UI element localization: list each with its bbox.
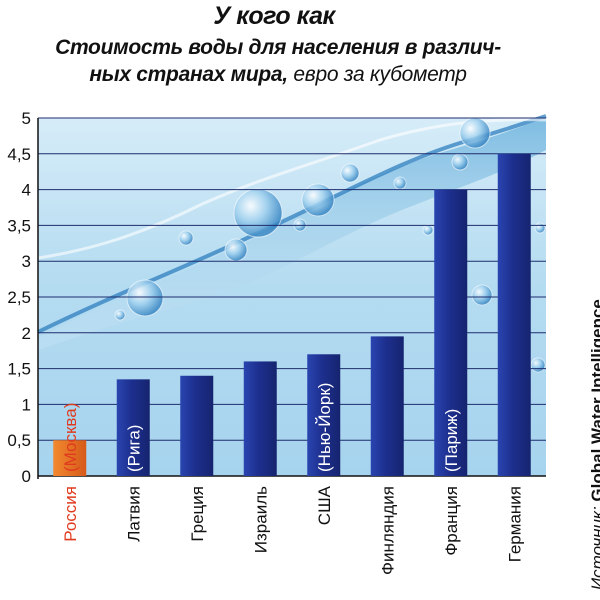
category-label: Россия [61,486,80,542]
chart-title: У кого как [213,2,335,30]
subtitle-line-2-text: ных странах мира, [89,63,288,86]
bar-annotation: (Москва) [61,403,80,472]
y-tick-label: 1 [22,395,31,414]
subtitle-line-2: ных странах мира, евро за кубометр [8,61,548,88]
water-bubble [178,230,194,246]
source-value: Global Water Intelligence [588,299,600,502]
bar-annotation: (Париж) [442,409,461,472]
y-tick-label: 5 [22,109,31,128]
water-bubble [340,163,360,183]
water-bubble [233,188,283,238]
category-label: Финляндия [378,486,397,575]
bar [53,440,87,476]
water-bubble [301,183,335,217]
water-bubble [451,153,469,171]
water-wave-highlight [37,118,547,260]
category-label: США [315,485,334,525]
bar [307,354,341,476]
category-label: Германия [505,486,524,562]
y-tick-label: 3,5 [7,216,31,235]
water-bubble [471,284,493,306]
bar-annotation: (Нью-Йорк) [315,383,334,472]
y-tick-label: 4,5 [7,145,31,164]
unit-label: евро за кубометр [293,63,467,86]
source-credit: Источник: Global Water Intelligence [588,299,600,590]
subtitle-line-1: Стоимость воды для населения в различ- [55,36,501,59]
bar [180,375,214,476]
y-tick-label: 0 [22,467,31,486]
category-label: Израиль [251,486,270,553]
water-bubble [530,357,546,373]
bar [116,379,150,476]
water-bubble [459,117,491,149]
water-wave [38,118,546,350]
water-bubble [393,176,407,190]
bar [243,361,277,476]
bar [497,153,531,477]
category-label: Франция [442,486,461,556]
bar [370,336,404,476]
water-bubble [114,309,126,321]
y-tick-label: 2 [22,324,31,343]
water-bubble [534,222,546,234]
source-label: Источник: [588,506,600,590]
y-tick-label: 1,5 [7,360,31,379]
bar-annotation: (Рига) [124,425,143,472]
category-label: Греция [188,486,207,542]
category-label: Латвия [124,486,143,542]
y-tick-label: 4 [22,181,31,200]
water-bubble [422,224,434,236]
chart-subtitle: Стоимость воды для населения в различ- н… [8,34,548,88]
y-tick-label: 0,5 [7,431,31,450]
water-bubble [126,279,164,317]
y-tick-label: 3 [22,252,31,271]
bar [434,189,468,476]
y-tick-label: 2,5 [7,288,31,307]
water-bubble [224,238,248,262]
